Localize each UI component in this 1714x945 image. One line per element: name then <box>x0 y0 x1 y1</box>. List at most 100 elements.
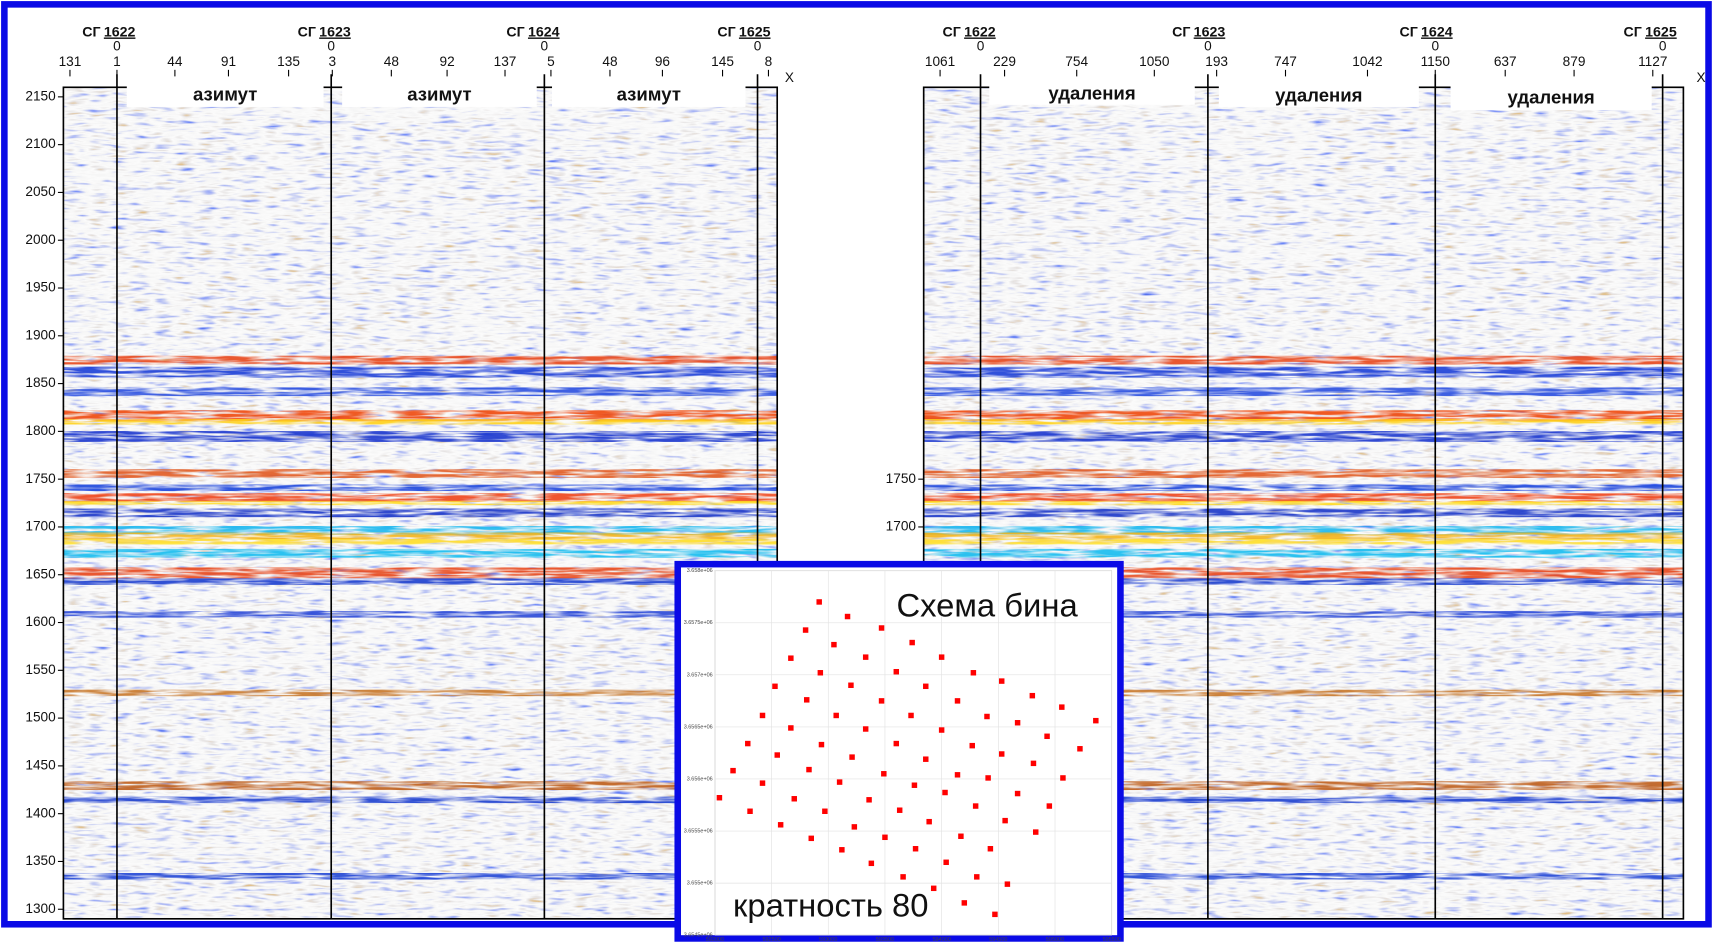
y-tick-label: 3.657e+06 <box>687 672 713 678</box>
gather-prefix: СГ <box>506 24 524 40</box>
reflector <box>63 781 778 791</box>
x-tick-label: 1042 <box>1352 54 1382 69</box>
bin-point <box>909 639 915 646</box>
x-tick-label: 91 <box>221 54 236 69</box>
reflector <box>923 872 1684 880</box>
reflector <box>923 508 1684 518</box>
y-tick-label: 1500 <box>25 710 56 725</box>
label-box <box>1450 85 1652 111</box>
reflector <box>63 419 778 425</box>
reflector <box>923 366 1684 378</box>
bin-point <box>862 654 869 660</box>
y-tick-label: 3.658e+06 <box>687 568 713 574</box>
x-axis-label: X <box>1697 70 1706 85</box>
reflector <box>63 611 778 618</box>
reflector <box>63 539 778 545</box>
y-tick-label: 1950 <box>25 280 56 295</box>
x-tick-label: 193 <box>1205 54 1228 69</box>
x-tick-label: 594000 <box>933 937 951 943</box>
bin-point <box>1002 817 1008 824</box>
bin-point <box>839 847 845 853</box>
reflector <box>923 493 1684 502</box>
bin-point <box>985 775 991 781</box>
reflector <box>63 872 778 880</box>
reflector <box>923 567 1684 579</box>
gather-origin: 0 <box>327 39 335 54</box>
bin-scheme-inset: 592000 592500 593000 593500 594000 594500 5950… <box>674 560 1124 943</box>
bin-point <box>954 772 961 778</box>
reflector <box>63 431 778 442</box>
gather-prefix: СГ <box>943 24 961 40</box>
gather-origin: 0 <box>1204 39 1212 54</box>
x-tick-label: 48 <box>384 54 399 69</box>
bin-point <box>772 683 778 690</box>
bin-point <box>774 752 780 758</box>
y-tick-label: 1400 <box>25 805 56 820</box>
gather-number: 1625 <box>1645 24 1677 40</box>
bin-point <box>923 756 929 762</box>
bin-point <box>1004 881 1011 887</box>
bin-point <box>849 754 855 760</box>
reflector <box>923 410 1684 422</box>
gather-number: 1623 <box>1194 24 1226 40</box>
bin-point <box>900 874 906 880</box>
reflector <box>923 578 1684 585</box>
bin-point <box>1046 803 1053 809</box>
inset-title: Схема бина <box>896 586 1078 623</box>
gather-prefix: СГ <box>1172 24 1190 40</box>
bin-point <box>893 740 900 747</box>
reflector <box>923 781 1684 791</box>
x-tick-label: 754 <box>1065 54 1088 69</box>
seismic-panel: 1300135014001450150015501600165017001750… <box>25 24 794 920</box>
reflector <box>923 548 1684 558</box>
reflector <box>923 611 1684 618</box>
y-tick-label: 3.6545e+06 <box>684 933 713 939</box>
reflector <box>923 469 1684 478</box>
bin-point <box>1014 720 1021 726</box>
y-tick-label: 3.655e+06 <box>687 881 713 887</box>
bin-point <box>930 885 937 892</box>
x-tick-label: 48 <box>602 54 617 69</box>
bin-point <box>998 678 1005 684</box>
reflector <box>923 532 1684 544</box>
bin-point <box>908 712 914 719</box>
bin-point <box>881 771 887 777</box>
bin-point <box>974 874 980 880</box>
x-tick-label: 92 <box>439 54 454 69</box>
bin-point <box>992 911 998 918</box>
bin-point <box>987 846 994 852</box>
bin-point <box>878 625 885 631</box>
bin-point <box>938 654 945 660</box>
panel-label: удаления <box>1275 84 1362 105</box>
gather-number: 1625 <box>739 24 771 40</box>
reflector <box>63 469 778 478</box>
y-tick-label: 3.656e+06 <box>687 776 713 782</box>
bin-point <box>1030 760 1037 767</box>
bin-point <box>822 808 828 814</box>
reflector <box>63 355 778 365</box>
bin-point <box>998 751 1005 757</box>
bin-point <box>972 803 979 809</box>
bin-point <box>923 683 929 690</box>
y-tick-label: 2100 <box>25 136 56 151</box>
reflector <box>63 387 778 397</box>
x-tick-label: 1 <box>113 54 121 69</box>
reflector <box>63 493 778 502</box>
gather-prefix: СГ <box>298 24 316 40</box>
reflector <box>63 525 778 535</box>
bin-point <box>878 698 885 704</box>
bin-point <box>817 670 824 676</box>
bin-point <box>1060 775 1066 781</box>
y-tick-label: 1300 <box>25 901 56 916</box>
bin-point <box>1029 692 1036 699</box>
bin-point <box>893 668 900 675</box>
bin-point <box>745 740 751 747</box>
x-axis-label: X <box>785 70 794 85</box>
bin-point <box>868 860 875 867</box>
bin-point <box>844 613 851 620</box>
panel-label: удаления <box>1048 82 1135 103</box>
x-tick-label: 5 <box>547 54 555 69</box>
x-tick-label: 44 <box>167 54 183 69</box>
gather-origin: 0 <box>754 39 762 54</box>
